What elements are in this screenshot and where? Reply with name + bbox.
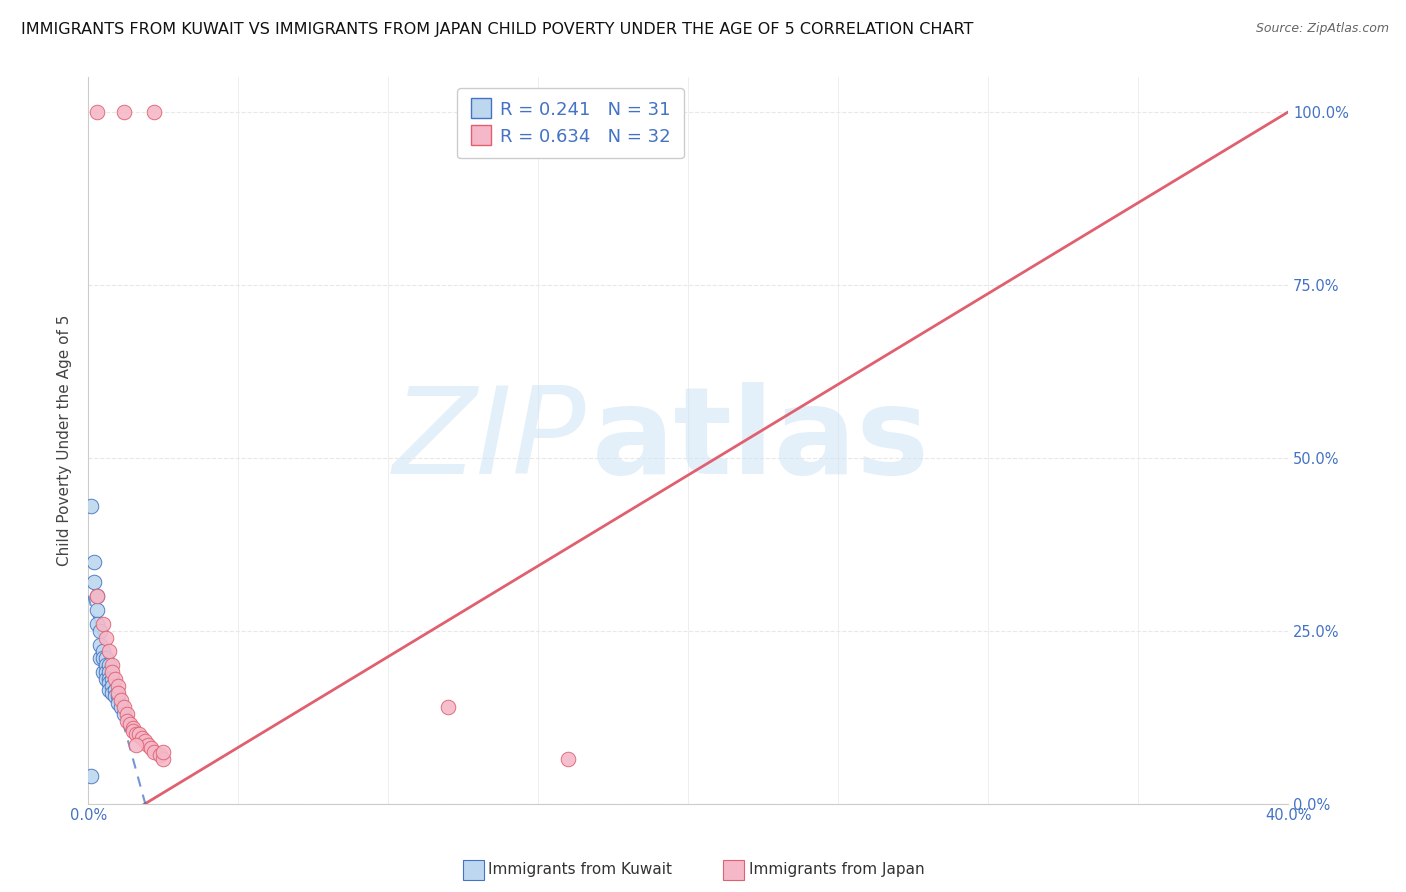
Point — [94, 672, 117, 686]
Point — [136, 738, 159, 752]
Point — [104, 672, 127, 686]
Point — [91, 665, 114, 680]
Point — [98, 658, 121, 673]
Point — [122, 724, 145, 739]
Point — [86, 603, 108, 617]
Point — [107, 696, 129, 710]
Point — [91, 644, 114, 658]
Point — [98, 675, 121, 690]
Point — [98, 644, 121, 658]
Point — [94, 651, 117, 665]
Point — [101, 672, 124, 686]
Text: ZIP: ZIP — [392, 382, 586, 499]
Point — [107, 690, 129, 704]
Point — [98, 665, 121, 680]
Point — [80, 500, 103, 514]
Text: Immigrants from Japan: Immigrants from Japan — [748, 863, 924, 877]
Point — [98, 672, 121, 686]
Point — [112, 706, 135, 721]
Point — [104, 690, 127, 704]
Point — [98, 682, 121, 697]
Point — [80, 769, 103, 783]
Point — [125, 727, 148, 741]
Point — [86, 589, 108, 603]
Point — [83, 555, 105, 569]
Point — [120, 717, 142, 731]
Point — [152, 745, 174, 759]
Point — [141, 741, 163, 756]
Point — [128, 727, 150, 741]
Text: IMMIGRANTS FROM KUWAIT VS IMMIGRANTS FROM JAPAN CHILD POVERTY UNDER THE AGE OF 5: IMMIGRANTS FROM KUWAIT VS IMMIGRANTS FRO… — [21, 22, 973, 37]
Point — [112, 699, 135, 714]
Legend: R = 0.241   N = 31, R = 0.634   N = 32: R = 0.241 N = 31, R = 0.634 N = 32 — [457, 88, 683, 158]
Point — [94, 665, 117, 680]
Point — [89, 638, 111, 652]
Point — [86, 105, 108, 120]
Point — [83, 575, 105, 590]
Point — [112, 105, 135, 120]
Text: Source: ZipAtlas.com: Source: ZipAtlas.com — [1256, 22, 1389, 36]
Point — [110, 699, 132, 714]
Point — [115, 706, 138, 721]
Point — [152, 752, 174, 766]
Point — [143, 105, 166, 120]
Text: Immigrants from Kuwait: Immigrants from Kuwait — [488, 863, 672, 877]
Point — [110, 693, 132, 707]
Point — [107, 686, 129, 700]
Point — [101, 679, 124, 693]
Point — [122, 721, 145, 735]
Point — [557, 752, 579, 766]
Point — [86, 616, 108, 631]
Point — [437, 699, 460, 714]
Point — [91, 616, 114, 631]
Point — [101, 665, 124, 680]
Point — [101, 686, 124, 700]
Y-axis label: Child Poverty Under the Age of 5: Child Poverty Under the Age of 5 — [58, 315, 72, 566]
Point — [125, 738, 148, 752]
Point — [89, 651, 111, 665]
Point — [107, 679, 129, 693]
Point — [91, 651, 114, 665]
Point — [131, 731, 153, 745]
Point — [86, 589, 108, 603]
Point — [89, 624, 111, 638]
Point — [101, 658, 124, 673]
Point — [149, 748, 172, 763]
Point — [143, 745, 166, 759]
Point — [134, 734, 156, 748]
Point — [94, 658, 117, 673]
Point — [115, 714, 138, 728]
Point — [104, 682, 127, 697]
Text: atlas: atlas — [592, 382, 931, 499]
Point — [94, 631, 117, 645]
